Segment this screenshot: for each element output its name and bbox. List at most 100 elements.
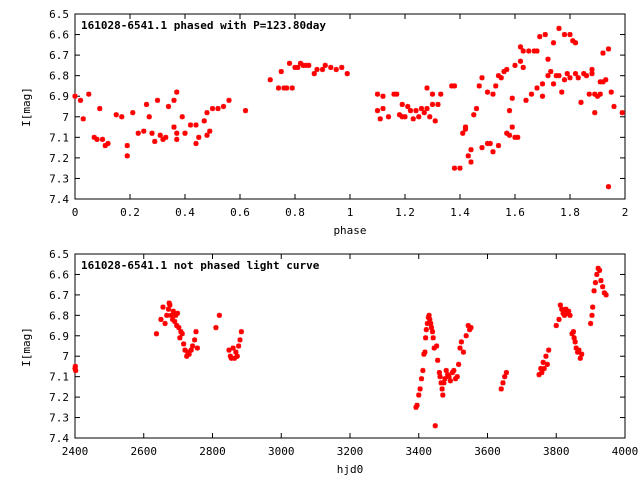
x-axis-label: phase [333,224,366,237]
data-point [91,134,97,140]
x-tick-label: 0.2 [120,206,140,219]
data-point [500,380,506,386]
data-point [501,68,507,75]
data-point [456,361,462,367]
data-point [460,130,466,136]
data-point [418,105,425,112]
data-point [572,339,578,345]
data-point [592,110,598,116]
data-point [504,66,510,73]
data-point [548,68,554,75]
data-point [160,304,166,310]
data-point [215,105,221,112]
data-point [380,105,386,112]
data-point [428,320,434,327]
data-point [165,103,172,110]
data-point [495,142,502,149]
data-point [421,110,427,116]
data-point [295,64,301,71]
data-point [435,101,441,108]
data-point [545,56,551,62]
y-tick-label: 6.8 [49,309,69,322]
data-point [174,130,180,136]
data-point [556,25,562,31]
data-point [168,312,174,318]
x-tick-label: 1 [347,206,354,219]
data-point [437,374,443,380]
data-point [319,66,326,73]
data-point [451,165,458,171]
data-point [553,73,559,79]
data-point [430,335,436,341]
data-point [504,130,510,136]
data-point [556,316,562,323]
data-point [292,64,298,71]
data-point [457,165,463,171]
tick-marks [74,13,626,200]
data-point [230,345,236,351]
data-point [97,105,103,112]
data-point [550,40,557,46]
data-point [567,75,573,81]
data-point [228,355,235,361]
data-point [592,91,598,97]
data-point [509,124,515,130]
data-point [460,349,467,355]
data-point [571,335,577,341]
data-point [619,110,625,116]
unphased-light-curve-plot: 2400 2600 2800 3000 3200 3400 3600 3800 4000 6.5 6… [20,248,638,476]
data-point [567,312,573,318]
data-point [544,361,550,367]
data-point [517,44,524,50]
data-point [102,142,108,149]
data-point [113,112,119,118]
data-point [86,91,92,97]
y-tick-label: 6.8 [49,70,69,83]
data-point [194,345,200,351]
x-tick-label: 1.2 [395,206,415,219]
data-point [559,89,565,95]
data-point [506,108,513,114]
y-tick-label: 6.7 [49,289,69,302]
data-point [589,71,595,77]
data-point [590,304,596,310]
data-point [146,114,152,120]
data-point [174,322,180,329]
data-point [322,62,328,68]
y-tick-label: 7.3 [49,412,69,425]
data-point [396,112,403,118]
y-tick-label: 6.9 [49,330,69,343]
data-point [484,140,491,147]
data-point [72,93,78,99]
data-point [579,351,585,357]
data-point [429,101,436,108]
data-point [566,308,572,314]
data-point [564,71,570,77]
data-point [152,138,158,145]
data-point [468,159,474,165]
data-point [490,149,496,155]
data-point [434,343,440,349]
data-point [297,60,304,66]
data-point [520,64,526,71]
data-point [242,108,249,114]
data-point [281,85,287,91]
data-point [439,386,445,392]
data-point [154,97,161,103]
data-point [502,374,508,380]
data-point [570,38,576,44]
data-point [204,132,210,138]
x-tick-label: 3400 [406,445,433,458]
data-point [553,322,559,329]
data-point [570,329,577,335]
data-point [600,284,606,290]
data-point [556,73,562,79]
data-point [517,58,524,64]
data-point [545,73,551,79]
data-points [72,25,625,190]
data-point [600,79,606,85]
y-axis-label: I[mag] [20,327,33,367]
data-point [465,153,471,159]
x-axis-label: hjd0 [337,463,364,476]
data-point [193,122,199,128]
